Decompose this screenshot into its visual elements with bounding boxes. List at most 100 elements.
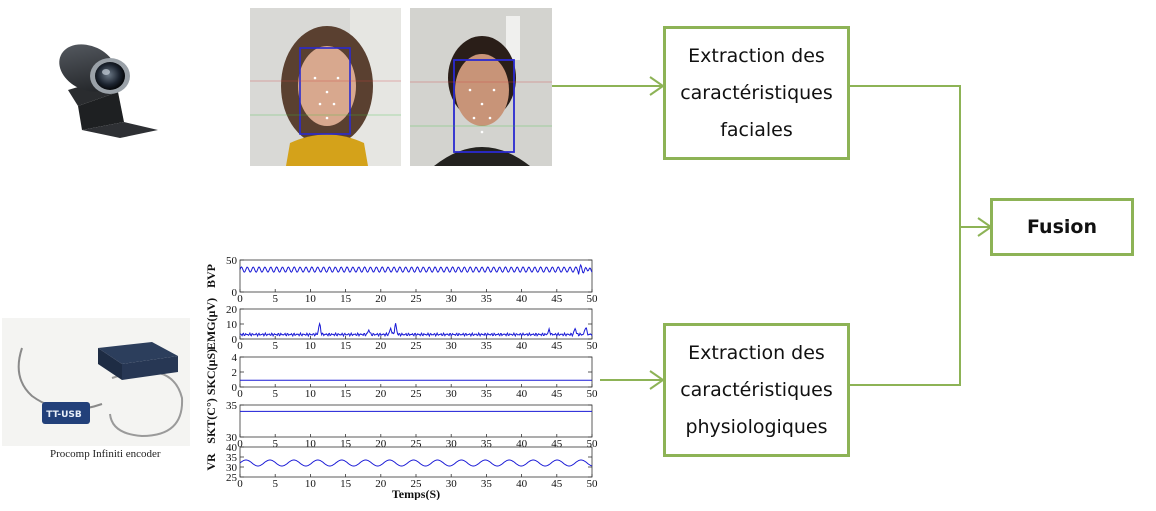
x-tick-label: 0 [237,388,243,400]
facial-extraction-box: Extraction des caractéristiques faciales [663,26,850,160]
x-tick-label: 35 [481,340,493,352]
face-photo-2 [410,8,552,166]
x-tick-label: 10 [305,293,317,305]
x-tick-label: 35 [481,293,493,305]
x-tick-label: 50 [587,478,599,490]
x-tick-label: 5 [272,478,278,490]
facial-box-line-3: faciales [720,118,793,141]
svg-text:TT-USB: TT-USB [46,410,82,420]
x-tick-label: 50 [587,388,599,400]
y-tick-label: 0 [232,287,238,299]
y-tick-label: 50 [226,255,238,267]
x-tick-label: 5 [272,438,278,450]
x-tick-label: 40 [516,293,528,305]
signal-line [239,263,593,275]
y-axis-label: SKT(C°) [204,398,218,443]
y-tick-label: 0 [232,334,238,346]
procomp-device-photo: TT-USB [2,318,190,446]
face-photo-1 [250,8,401,166]
x-tick-label: 20 [375,388,387,400]
y-tick-label: 4 [232,352,238,364]
x-tick-label: 5 [272,293,278,305]
x-tick-label: 25 [411,438,423,450]
physio-box-line-3: physiologiques [685,415,828,438]
x-tick-label: 45 [551,388,563,400]
wire-facial-to-junction [850,85,961,386]
facial-box-line-2: caractéristiques [680,81,833,104]
y-tick-label: 35 [226,400,238,412]
signal-line [239,459,593,467]
x-tick-label: 45 [551,438,563,450]
fusion-label: Fusion [1027,215,1097,238]
x-tick-label: 40 [516,340,528,352]
x-tick-label: 5 [272,340,278,352]
x-axis-label: Temps(S) [392,487,440,500]
x-tick-label: 45 [551,340,563,352]
y-axis-label: VR [204,453,218,471]
x-tick-label: 50 [587,293,599,305]
plot-frame [239,259,593,293]
y-axis-label: SKC(µS) [204,349,218,395]
x-tick-label: 0 [237,438,243,450]
facial-box-line-1: Extraction des [688,44,825,67]
fusion-box: Fusion [990,198,1134,256]
device-caption: Procomp Infiniti encoder [50,448,161,460]
x-tick-label: 20 [375,478,387,490]
x-tick-label: 15 [340,388,352,400]
x-tick-label: 10 [305,388,317,400]
x-tick-label: 30 [446,438,458,450]
x-tick-label: 40 [516,438,528,450]
physio-box-line-1: Extraction des [688,341,825,364]
x-tick-label: 45 [551,478,563,490]
x-tick-label: 15 [340,478,352,490]
x-tick-label: 20 [375,340,387,352]
x-tick-label: 30 [446,478,458,490]
x-tick-label: 50 [587,438,599,450]
x-tick-label: 15 [340,293,352,305]
x-tick-label: 15 [340,438,352,450]
webcam-icon [59,44,158,138]
x-tick-label: 0 [237,478,243,490]
x-tick-label: 10 [305,478,317,490]
x-tick-label: 20 [375,293,387,305]
x-tick-label: 40 [516,478,528,490]
x-tick-label: 5 [272,388,278,400]
y-tick-label: 40 [226,442,238,454]
y-tick-label: 25 [226,472,238,484]
plot-frame [239,404,593,438]
x-tick-label: 25 [411,388,423,400]
y-tick-label: 30 [226,462,238,474]
plot-frame [239,356,593,388]
x-tick-label: 45 [551,293,563,305]
x-tick-label: 0 [237,340,243,352]
x-tick-label: 20 [375,438,387,450]
x-tick-label: 50 [587,340,599,352]
y-tick-label: 10 [226,319,238,331]
physio-box-line-2: caractéristiques [680,378,833,401]
x-tick-label: 25 [411,340,423,352]
x-tick-label: 40 [516,388,528,400]
signal-line [239,321,593,338]
x-tick-label: 15 [340,340,352,352]
y-axis-label: BVP [204,264,218,288]
x-tick-label: 10 [305,438,317,450]
x-tick-label: 30 [446,340,458,352]
x-tick-label: 30 [446,293,458,305]
x-tick-label: 25 [411,478,423,490]
y-tick-label: 0 [232,382,238,394]
y-tick-label: 35 [226,452,238,464]
y-tick-label: 20 [226,304,238,316]
plot-frame [239,446,593,478]
y-tick-label: 30 [226,432,238,444]
y-tick-label: 2 [232,367,238,379]
y-axis-label: EMG(µV) [204,298,218,350]
physio-extraction-box: Extraction des caractéristiques physiolo… [663,323,850,457]
x-tick-label: 25 [411,293,423,305]
x-tick-label: 35 [481,478,493,490]
x-tick-label: 35 [481,438,493,450]
x-tick-label: 0 [237,293,243,305]
x-tick-label: 10 [305,340,317,352]
x-tick-label: 35 [481,388,493,400]
